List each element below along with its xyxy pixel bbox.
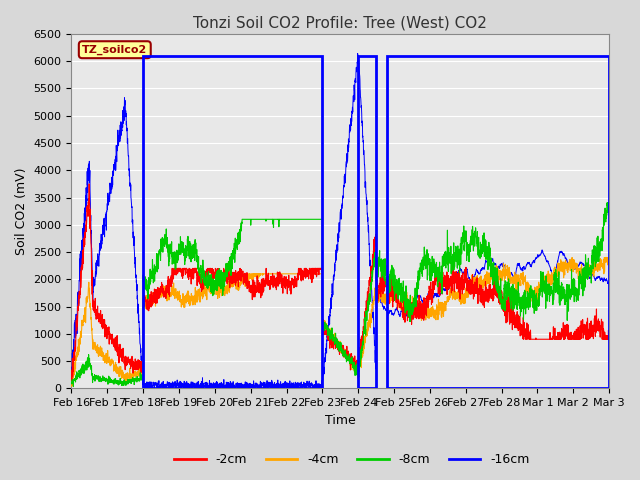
Bar [387,56,609,388]
Y-axis label: Soil CO2 (mV): Soil CO2 (mV) [15,168,28,255]
X-axis label: Time: Time [325,414,356,427]
Bar [143,56,323,388]
Text: TZ_soilco2: TZ_soilco2 [82,45,147,55]
Legend: -2cm, -4cm, -8cm, -16cm: -2cm, -4cm, -8cm, -16cm [170,448,534,471]
Bar [358,56,376,388]
Title: Tonzi Soil CO2 Profile: Tree (West) CO2: Tonzi Soil CO2 Profile: Tree (West) CO2 [193,15,487,30]
